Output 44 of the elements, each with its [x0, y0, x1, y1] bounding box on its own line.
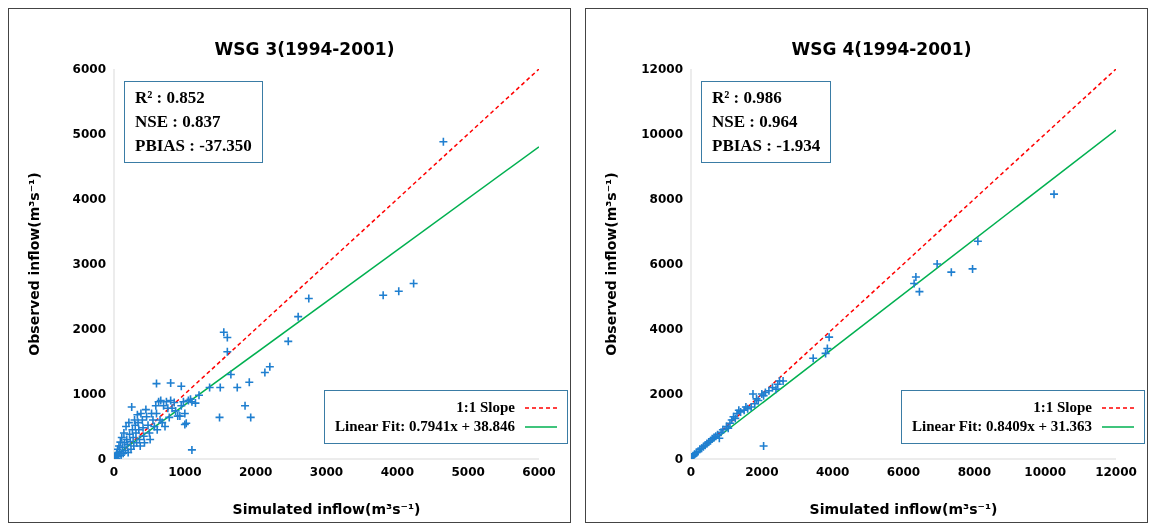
x-tick-label: 4000 [815, 464, 850, 479]
y-tick-label: 0 [97, 452, 106, 467]
x-tick-label: 0 [686, 464, 696, 479]
x-tick-label: 0 [109, 464, 119, 479]
y-tick-label: 6000 [649, 257, 683, 272]
x-tick-label: 5000 [451, 464, 485, 479]
x-tick-label: 4000 [380, 464, 415, 479]
x-tick-label: 10000 [1024, 464, 1067, 479]
x-tick-label: 6000 [522, 464, 556, 479]
y-axis-title: Observed inflow(m³s⁻¹) [602, 172, 619, 356]
x-tick-label: 8000 [957, 464, 992, 479]
x-tick-label: 2000 [238, 464, 273, 479]
x-tick-label: 3000 [309, 464, 344, 479]
y-tick-label: 0 [674, 452, 683, 467]
y-tick-label: 2000 [649, 387, 683, 402]
x-axis-title: Simulated inflow(m³s⁻¹) [809, 501, 998, 517]
x-tick-label: 12000 [1095, 464, 1137, 479]
annotation: PBIAS : -1.934 [712, 135, 821, 157]
legend-label: Linear Fit: 0.7941x + 38.846 [335, 418, 515, 435]
y-tick-label: 5000 [72, 127, 106, 142]
y-tick-label: 4000 [72, 192, 106, 207]
y-tick-label: 2000 [72, 322, 106, 337]
y-tick-label: 8000 [649, 192, 683, 207]
x-axis-title: Simulated inflow(m³s⁻¹) [232, 501, 421, 517]
y-tick-label: 4000 [649, 322, 683, 337]
x-tick-label: 6000 [886, 464, 921, 479]
chart-title: WSG 3(1994-2001) [213, 39, 396, 59]
y-tick-label: 6000 [72, 62, 106, 77]
legend-label: 1:1 Slope [456, 399, 515, 416]
y-tick-label: 1000 [72, 387, 106, 402]
annotation: NSE : 0.837 [135, 111, 222, 133]
y-tick-label: 10000 [641, 127, 683, 142]
y-tick-label: 12000 [641, 62, 683, 77]
legend-label: Linear Fit: 0.8409x + 31.363 [912, 418, 1092, 435]
y-axis-title: Observed inflow(m³s⁻¹) [25, 172, 42, 356]
x-tick-label: 1000 [168, 464, 202, 479]
x-tick-label: 2000 [745, 464, 779, 479]
annotation: NSE : 0.964 [712, 111, 799, 133]
annotation: R² : 0.852 [135, 87, 206, 109]
chart-title: WSG 4(1994-2001) [790, 39, 973, 59]
annotation: R² : 0.986 [712, 87, 783, 109]
legend-label: 1:1 Slope [1033, 399, 1092, 416]
annotation: PBIAS : -37.350 [135, 135, 252, 157]
y-tick-label: 3000 [72, 257, 106, 272]
